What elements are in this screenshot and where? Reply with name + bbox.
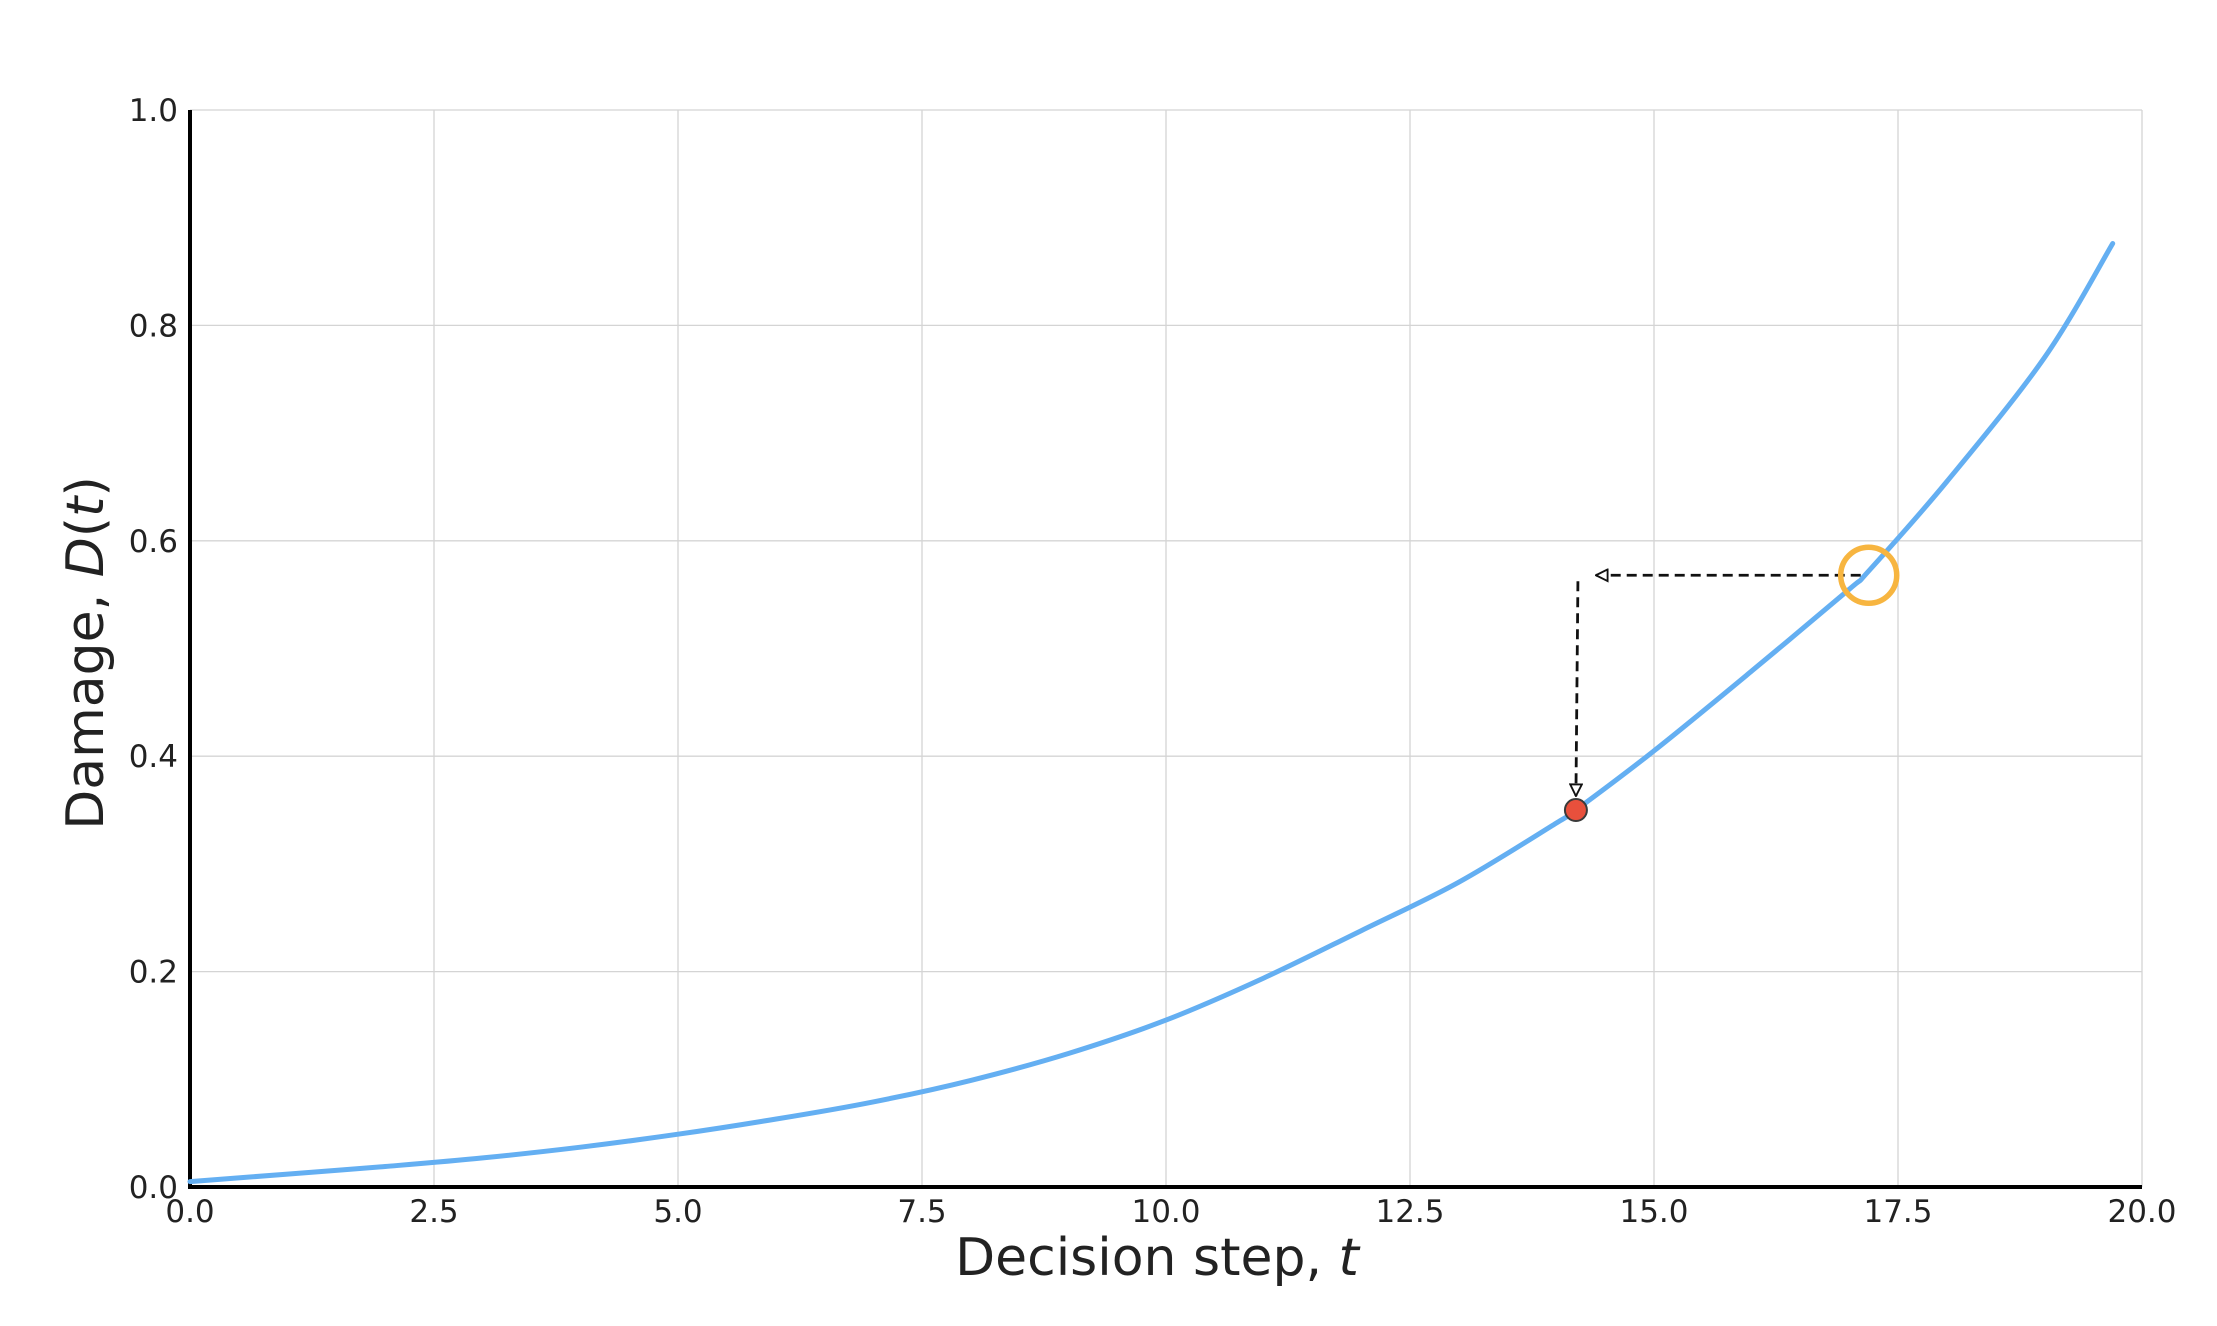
x-tick-label: 0.0 [165,1194,214,1230]
x-tick-label: 15.0 [1619,1194,1688,1230]
x-tick-label: 10.0 [1131,1194,1200,1230]
damage-curve [187,241,2116,1185]
marked-point [1563,798,1588,823]
y-tick-label: 0.6 [129,524,178,560]
y-tick-label: 0.4 [129,739,178,775]
x-tick-label: 12.5 [1375,1194,1444,1230]
x-tick-label: 20.0 [2107,1194,2176,1230]
tick-labels: 0.0 2.5 5.0 7.5 10.0 12.5 15.0 17.5 20.0 0.0 0.2 0.… [129,93,2177,1230]
x-tick-label: 5.0 [653,1194,702,1230]
y-axis-title: Damage, D(t) [56,476,116,830]
annotations [1563,544,1900,823]
grid-lines [189,109,2143,1188]
x-tick-label: 7.5 [897,1194,946,1230]
axes [188,110,2142,1189]
x-tick-label: 2.5 [409,1194,458,1230]
x-axis-title: Decision step, t [955,1228,1360,1288]
highlight-circle [1837,544,1900,607]
x-tick-label: 17.5 [1863,1194,1932,1230]
dashed-arrow-vertical [1576,581,1578,796]
y-tick-label: 0.2 [129,955,178,991]
y-tick-label: 1.0 [129,93,178,129]
y-tick-label: 0.0 [129,1170,178,1206]
series-lines [187,241,2116,1185]
y-tick-label: 0.8 [129,308,178,344]
